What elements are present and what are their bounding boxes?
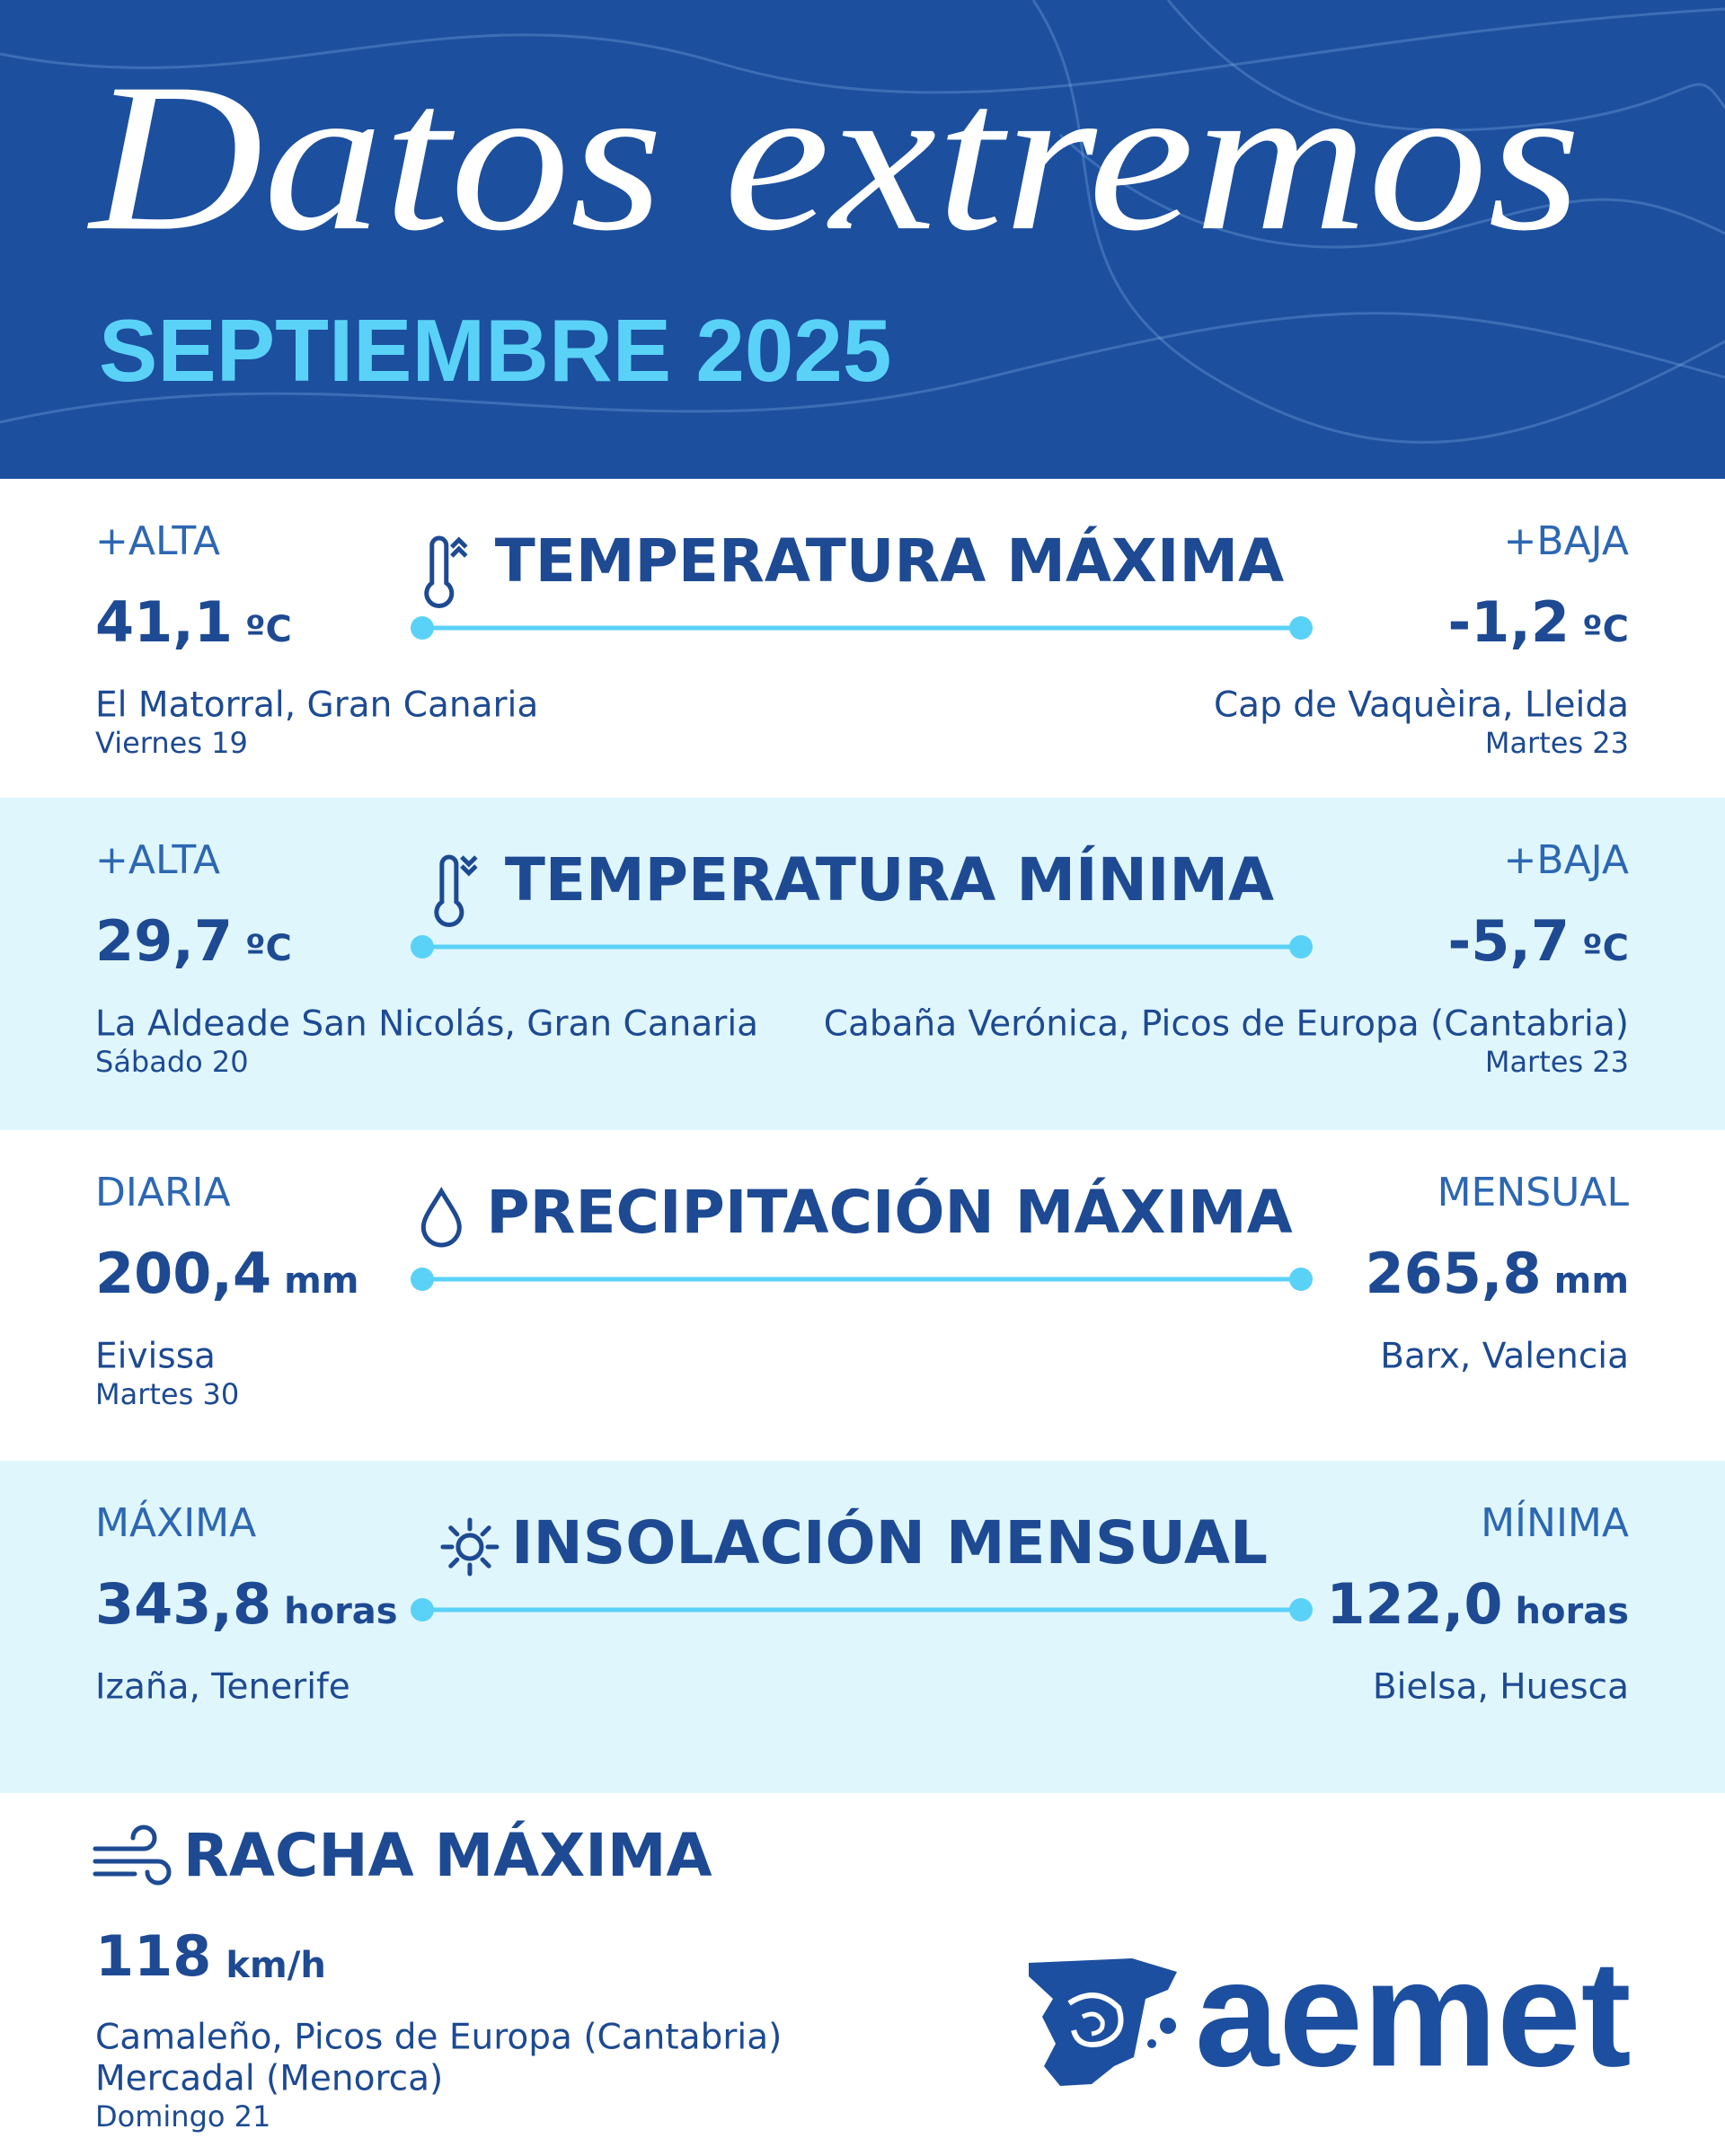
value-number: 29,7 — [95, 908, 233, 974]
title: Datos extremos — [87, 40, 1581, 275]
side-label: +BAJA — [1504, 518, 1629, 564]
value: 122,0 horas — [1326, 1571, 1629, 1637]
side-label: +ALTA — [95, 837, 220, 883]
icon — [448, 1525, 460, 1537]
value-unit: horas — [1516, 1591, 1629, 1632]
header-background — [0, 0, 1725, 479]
section: TEMPERATURA MÍNIMA +ALTA 29,7 ºC La Aldeade … — [0, 798, 1725, 1130]
value-number: -1,2 — [1448, 589, 1570, 655]
section-title: INSOLACIÓN MENSUAL — [511, 1508, 1268, 1577]
value: 343,8 horas — [95, 1571, 398, 1637]
location: Izaña, Tenerife — [95, 1667, 350, 1708]
value-unit: horas — [284, 1591, 397, 1632]
gust-title: RACHA MÁXIMA — [183, 1820, 712, 1890]
value-unit: mm — [1554, 1260, 1629, 1302]
side-label: DIARIA — [95, 1170, 231, 1215]
logo-mark — [1029, 1958, 1177, 2086]
icon — [420, 1187, 462, 1248]
section-background — [0, 1461, 1725, 1793]
section: TEMPERATURA MÁXIMA +ALTA 41,1 ºC El Matorral… — [0, 479, 1725, 798]
divider-end — [411, 616, 434, 640]
section: PRECIPITACIÓN MÁXIMA DIARIA 200,4 mm Eivissa… — [0, 1130, 1725, 1461]
location: El Matorral, Gran Canaria — [95, 685, 538, 726]
location: La Aldeade San Nicolás, Gran Canaria — [95, 1004, 758, 1045]
value-number: 41,1 — [95, 589, 233, 655]
value-unit: ºC — [245, 609, 292, 650]
date: Sábado 20 — [95, 1045, 249, 1079]
gust-location: Mercadal (Menorca) — [95, 2059, 443, 2099]
side-label: MÁXIMA — [95, 1498, 256, 1546]
section: INSOLACIÓN MENSUAL MÁXIMA 343,8 horas Izaña,… — [0, 1461, 1725, 1793]
date: Martes 30 — [95, 1377, 239, 1411]
logo: aemet — [1195, 1929, 1632, 2098]
icon — [456, 1533, 484, 1561]
side-label: MÍNIMA — [1481, 1498, 1629, 1546]
value-unit: mm — [284, 1260, 358, 1302]
icon — [424, 535, 468, 608]
location: Barx, Valencia — [1380, 1337, 1629, 1377]
subtitle: SEPTIEMBRE 2025 — [99, 301, 891, 400]
side-label: +BAJA — [1504, 837, 1629, 883]
section-background — [0, 1130, 1725, 1461]
header-pattern — [0, 0, 1725, 444]
divider-end — [411, 935, 434, 959]
value-number: 122,0 — [1326, 1571, 1502, 1637]
icon — [480, 1557, 491, 1568]
value-number: 200,4 — [95, 1241, 271, 1306]
section-background — [0, 479, 1725, 798]
icon — [434, 854, 478, 927]
gust-value: 118 km/h — [95, 1923, 326, 1989]
date: Viernes 19 — [95, 726, 248, 760]
date: Martes 23 — [1485, 726, 1629, 760]
section-title: PRECIPITACIÓN MÁXIMA — [486, 1177, 1292, 1247]
location: Cabaña Verónica, Picos de Europa (Cantab… — [824, 1004, 1629, 1045]
value: -5,7 ºC — [1448, 908, 1630, 974]
gust-date: Domingo 21 — [95, 2099, 270, 2134]
divider-end — [411, 1598, 434, 1621]
side-label: +ALTA — [95, 518, 220, 564]
divider-end — [1289, 1598, 1313, 1621]
side-label: MENSUAL — [1438, 1170, 1630, 1215]
section-title: TEMPERATURA MÁXIMA — [495, 526, 1284, 596]
section-title: TEMPERATURA MÍNIMA — [505, 844, 1274, 915]
value: 29,7 ºC — [95, 908, 292, 974]
value-unit: ºC — [1582, 928, 1629, 969]
divider-end — [1289, 1268, 1313, 1291]
value: 41,1 ºC — [95, 589, 292, 655]
gust-location: Camaleño, Picos de Europa (Cantabria) — [95, 2018, 782, 2058]
divider-end — [411, 1268, 434, 1291]
value-number: -5,7 — [1448, 908, 1570, 974]
date: Martes 23 — [1485, 1045, 1629, 1079]
gust-icon — [93, 1825, 172, 1886]
value-unit: ºC — [1582, 609, 1629, 650]
divider-end — [1289, 935, 1313, 959]
unit: km/h — [226, 1945, 325, 1986]
value: 118 — [95, 1923, 211, 1989]
divider-end — [1289, 616, 1313, 640]
sections: TEMPERATURA MÁXIMA +ALTA 41,1 ºC El Matorral… — [0, 479, 1725, 1793]
icon — [448, 1557, 460, 1568]
icon — [480, 1525, 491, 1537]
value-number: 343,8 — [95, 1571, 271, 1637]
value: -1,2 ºC — [1448, 589, 1630, 655]
section-background — [0, 798, 1725, 1130]
location: Cap de Vaquèira, Lleida — [1214, 685, 1629, 726]
value-unit: ºC — [245, 928, 292, 969]
value: 200,4 mm — [95, 1241, 358, 1306]
value-number: 265,8 — [1366, 1241, 1542, 1306]
value: 265,8 mm — [1366, 1241, 1629, 1306]
location: Eivissa — [95, 1337, 216, 1377]
location: Bielsa, Huesca — [1373, 1667, 1629, 1708]
